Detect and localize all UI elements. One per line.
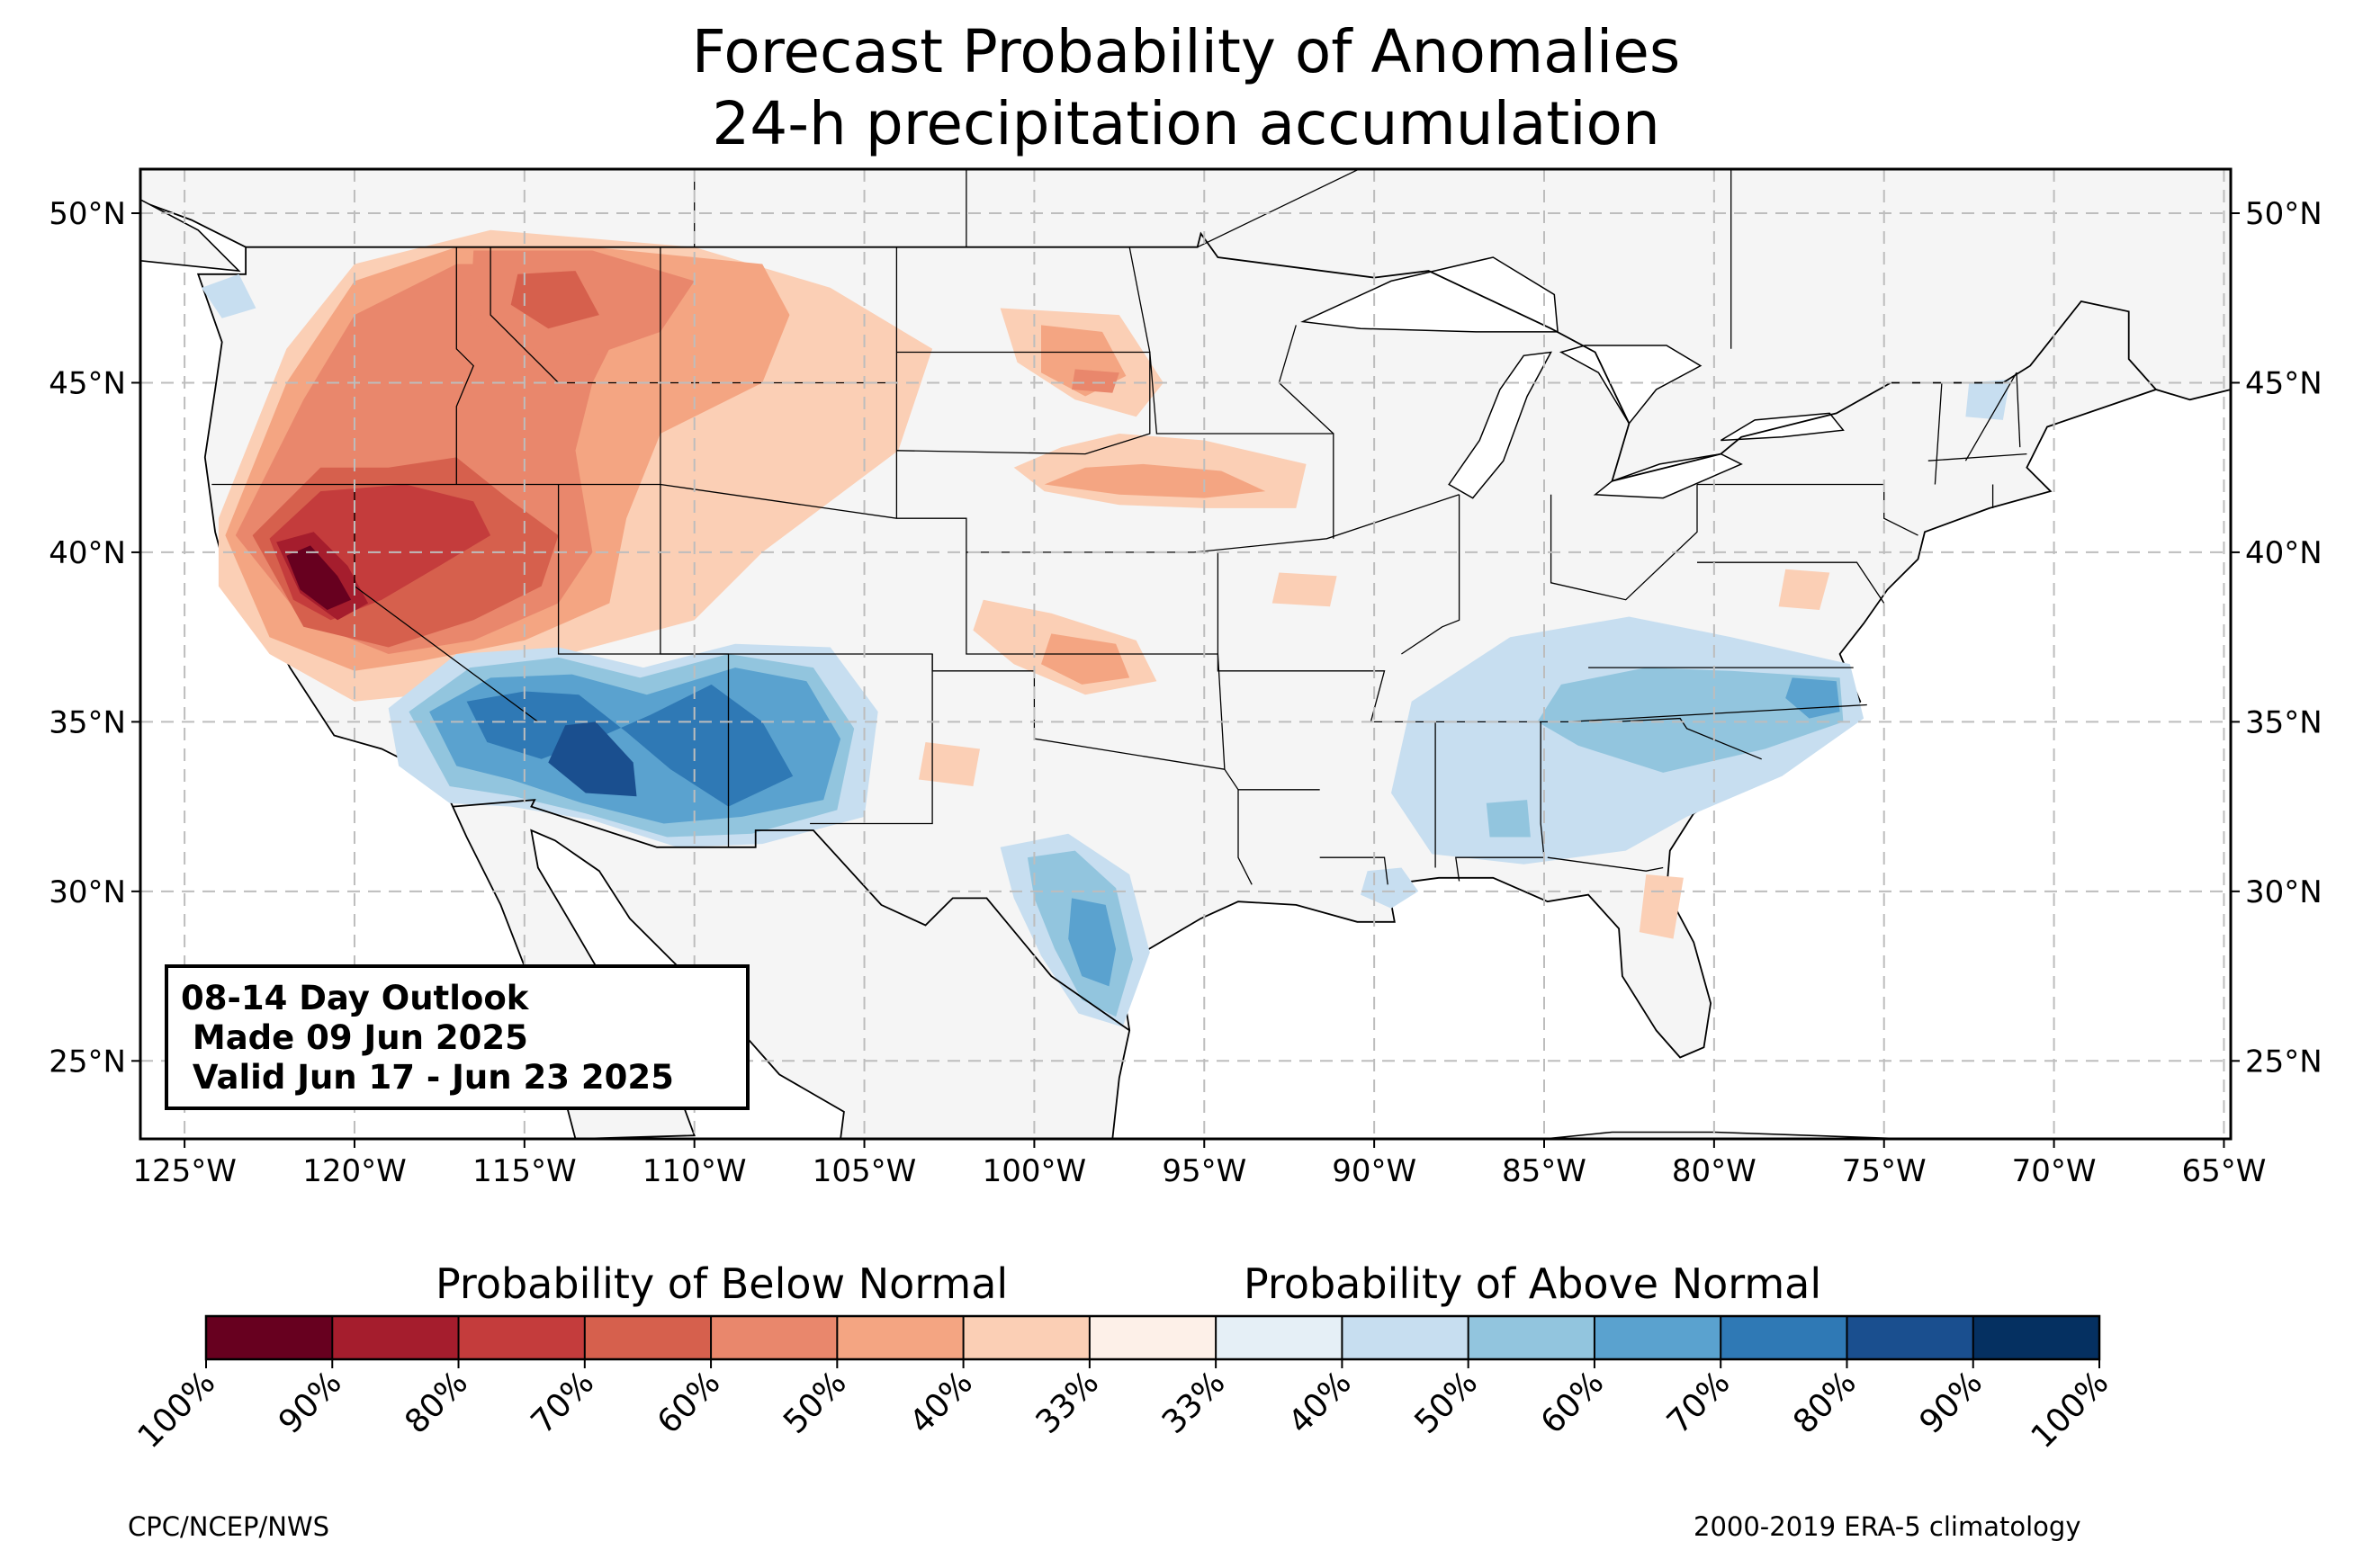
state-border-28 xyxy=(2016,372,2021,448)
state-border-11 xyxy=(1217,551,1253,885)
state-border-2 xyxy=(455,246,474,485)
state-border-18 xyxy=(1319,856,1388,885)
state-border-14 xyxy=(1550,484,1698,601)
national-border-1 xyxy=(453,799,1130,1032)
lat-tick-label-right: 50°N xyxy=(2245,196,2323,232)
state-border-26 xyxy=(1927,452,2027,461)
credit-agency: CPC/NCEP/NWS xyxy=(128,1511,330,1542)
lon-tick-label: 125°W xyxy=(132,1153,237,1189)
state-border-10 xyxy=(1128,246,1334,539)
prob-region-below-70pct xyxy=(510,271,599,329)
state-border-1 xyxy=(211,483,539,722)
prob-region-below-50pct xyxy=(1041,633,1130,685)
probability-layer xyxy=(202,229,2010,1027)
lat-tick-label-left: 50°N xyxy=(49,196,126,232)
credit-climatology: 2000-2019 ERA-5 climatology xyxy=(1694,1511,2081,1542)
prob-region-below-50pct xyxy=(1044,463,1266,498)
state-border-27 xyxy=(1964,372,2017,461)
lat-tick-label-right: 40°N xyxy=(2245,535,2323,571)
lon-tick-label: 115°W xyxy=(472,1153,577,1189)
lon-tick-label: 85°W xyxy=(1502,1153,1586,1189)
lat-tick-label-right: 25°N xyxy=(2245,1044,2323,1080)
lat-tick-label-left: 45°N xyxy=(49,365,126,401)
lon-tick-label: 75°W xyxy=(1842,1153,1927,1189)
prob-region-above-40pct xyxy=(202,273,256,318)
great-lake-0 xyxy=(1300,256,1559,333)
lon-tick-label: 120°W xyxy=(302,1153,407,1189)
state-border-8 xyxy=(966,551,1867,723)
national-border-0 xyxy=(246,231,2157,483)
lon-tick-label: 90°W xyxy=(1332,1153,1416,1189)
outlook-info-box: 08-14 Day Outlook Made 09 Jun 2025 Valid… xyxy=(165,964,750,1110)
title-line-1: Forecast Probability of Anomalies xyxy=(691,17,1681,86)
outlook-made-date: Made 09 Jun 2025 xyxy=(181,1018,528,1057)
map-title: Forecast Probability of Anomalies 24-h p… xyxy=(0,16,2372,160)
prob-region-below-40pct xyxy=(919,742,980,786)
axis-ticks: 125°W 120°W 115°W 110°W 105°W 100°W 95°W 90°W 85… xyxy=(49,196,2322,1189)
state-border-9 xyxy=(810,654,933,825)
state-border-19 xyxy=(1612,717,1762,760)
lon-tick-label: 80°W xyxy=(1672,1153,1757,1189)
outlook-period: 08-14 Day Outlook xyxy=(181,979,529,1017)
lon-tick-label: 100°W xyxy=(983,1153,1087,1189)
state-border-22 xyxy=(1697,561,1885,604)
lon-tick-label: 105°W xyxy=(813,1153,917,1189)
lat-tick-label-left: 35°N xyxy=(49,704,126,740)
lon-tick-label: 95°W xyxy=(1162,1153,1246,1189)
lat-tick-label-left: 25°N xyxy=(49,1044,126,1080)
vancouver-island-land xyxy=(140,198,241,273)
lon-tick-label: 65°W xyxy=(2182,1153,2267,1189)
state-border-13 xyxy=(1401,494,1460,655)
prob-region-above-80pct xyxy=(548,721,637,797)
prob-region-above-50pct xyxy=(1486,800,1531,838)
state-border-7 xyxy=(896,351,1151,455)
colorbar-below-label: Probability of Below Normal xyxy=(436,1259,1009,1308)
great-lake-1 xyxy=(1448,351,1552,499)
lat-tick-label-left: 30°N xyxy=(49,874,126,910)
lon-tick-label: 110°W xyxy=(642,1153,747,1189)
prob-region-below-40pct xyxy=(1778,569,1830,610)
lat-tick-label-right: 45°N xyxy=(2245,365,2323,401)
prob-region-above-60pct xyxy=(1068,898,1117,987)
colorbar-above-label: Probability of Above Normal xyxy=(1244,1259,1822,1308)
border-layer xyxy=(211,169,2157,1032)
map-frame xyxy=(139,167,2233,1141)
lat-tick-label-right: 30°N xyxy=(2245,874,2323,910)
great-lake-2 xyxy=(1559,345,1703,426)
prob-region-below-100pct xyxy=(286,545,352,610)
title-line-2: 24-h precipitation accumulation xyxy=(712,89,1660,158)
lon-tick-label: 70°W xyxy=(2012,1153,2097,1189)
prob-region-below-60pct xyxy=(1072,369,1119,393)
province-border-2 xyxy=(1197,169,1361,248)
state-border-20 xyxy=(1547,856,1664,872)
outlook-valid-range: Valid Jun 17 - Jun 23 2025 xyxy=(181,1058,674,1097)
prob-region-below-40pct xyxy=(1271,572,1337,607)
prob-region-above-50pct xyxy=(1537,668,1844,773)
prob-region-above-40pct xyxy=(1965,379,2010,420)
lat-tick-label-right: 35°N xyxy=(2245,704,2323,740)
state-border-0 xyxy=(355,483,1460,553)
lat-tick-label-left: 40°N xyxy=(49,535,126,571)
cuba-land xyxy=(1543,1131,1909,1139)
prob-region-above-70pct xyxy=(466,684,794,807)
